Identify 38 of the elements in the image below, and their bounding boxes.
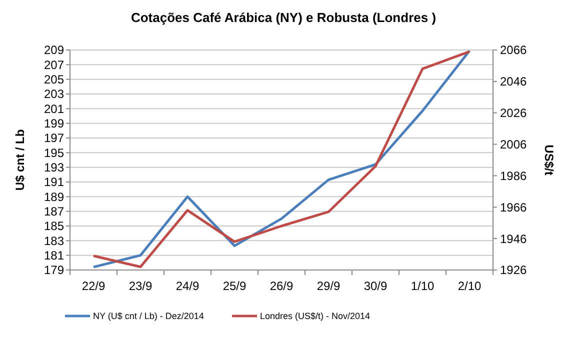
y-tick-label: 183 (44, 234, 64, 248)
y-tick-label: 205 (44, 72, 64, 87)
x-tick-label: 29/9 (316, 279, 340, 293)
x-tick-label: 1/10 (410, 279, 434, 293)
y-tick-label: 185 (44, 219, 64, 234)
x-tick-label: 24/9 (176, 279, 200, 293)
y-tick-label: 181 (44, 248, 64, 263)
y2-tick-label: 1986 (500, 168, 528, 183)
x-tick-label: 30/9 (364, 279, 388, 293)
x-tick-label: 22/9 (82, 279, 106, 293)
y-tick-label: 207 (44, 58, 64, 72)
y2-tick-label: 2006 (500, 137, 528, 152)
y-tick-label: 203 (44, 87, 64, 102)
y-tick-label: 197 (44, 131, 64, 146)
x-tick-label: 2/10 (458, 279, 482, 293)
y2-tick-label: 1966 (500, 200, 528, 214)
y2-axis-title: US$/t (542, 144, 556, 176)
y2-tick-label: 2046 (500, 74, 528, 89)
y-tick-label: 187 (44, 204, 64, 219)
y-axis-title: U$ cnt / Lb (13, 129, 27, 191)
y-tick-label: 201 (44, 102, 64, 116)
legend-label: Londres (US$/t) - Nov/2014 (260, 311, 370, 322)
y2-tick-label: 1946 (500, 232, 528, 246)
y-tick-label: 195 (44, 146, 64, 160)
y-tick-label: 189 (44, 190, 64, 204)
x-tick-label: 26/9 (270, 279, 294, 293)
y-tick-label: 179 (44, 263, 64, 278)
chart-title: Cotações Café Arábica (NY) e Robusta (Londres ) (130, 10, 436, 25)
y-tick-label: 191 (44, 175, 64, 190)
x-tick-label: 23/9 (128, 279, 152, 293)
y2-tick-label: 2026 (500, 106, 528, 120)
y-tick-label: 209 (44, 43, 64, 58)
y2-tick-label: 2066 (500, 43, 528, 58)
y2-tick-label: 1926 (500, 263, 528, 278)
x-tick-label: 25/9 (222, 279, 246, 293)
y-tick-label: 199 (44, 116, 64, 131)
legend-label: NY (U$ cnt / Lb) - Dez/2014 (93, 311, 204, 322)
y-tick-label: 193 (44, 160, 64, 175)
